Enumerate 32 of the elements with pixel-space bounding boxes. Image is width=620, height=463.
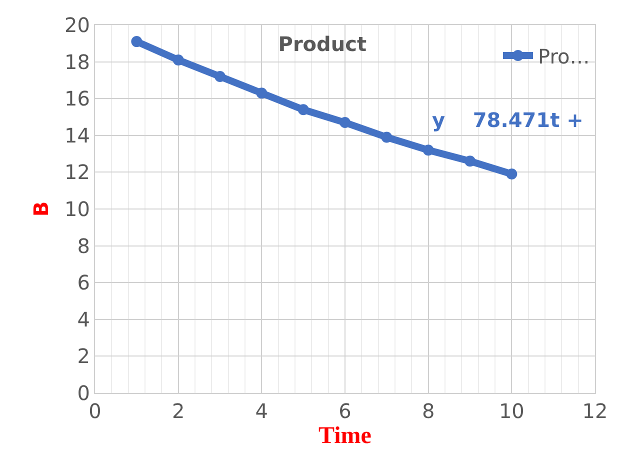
y-axis-title: B bbox=[29, 201, 54, 217]
y-tick-label: 12 bbox=[64, 160, 90, 184]
y-tick-label: 0 bbox=[77, 381, 90, 405]
chart-title: Product bbox=[278, 32, 367, 56]
y-tick-label: 16 bbox=[64, 86, 90, 111]
x-tick-label: 4 bbox=[255, 399, 268, 423]
x-tick-label: 10 bbox=[498, 399, 524, 423]
annotation: y 78.471t + bbox=[432, 108, 584, 132]
point bbox=[256, 88, 268, 99]
y-tick-label: 20 bbox=[64, 13, 90, 37]
point bbox=[131, 36, 142, 48]
point bbox=[506, 168, 518, 180]
x-tick-label: 12 bbox=[582, 399, 608, 423]
legend-label: Pro… bbox=[538, 44, 590, 68]
y-tick-label: 6 bbox=[77, 270, 90, 295]
x-axis-title: Time bbox=[318, 423, 372, 449]
y-tick-label: 2 bbox=[77, 344, 90, 368]
y-tick-label: 10 bbox=[64, 197, 90, 221]
x-tick-label: 2 bbox=[172, 399, 185, 423]
point bbox=[172, 54, 184, 66]
point bbox=[340, 117, 350, 128]
x-tick-label: 6 bbox=[338, 399, 352, 423]
point bbox=[214, 71, 226, 82]
point bbox=[298, 104, 309, 116]
y-tick-label: 8 bbox=[77, 234, 90, 258]
x-tick-label: 8 bbox=[422, 399, 435, 423]
point bbox=[464, 156, 476, 167]
point bbox=[381, 132, 392, 143]
y-tick-label: 14 bbox=[64, 123, 90, 148]
y-tick-label: 4 bbox=[77, 307, 90, 332]
y-tick-label: 18 bbox=[64, 50, 90, 74]
point bbox=[422, 144, 434, 156]
